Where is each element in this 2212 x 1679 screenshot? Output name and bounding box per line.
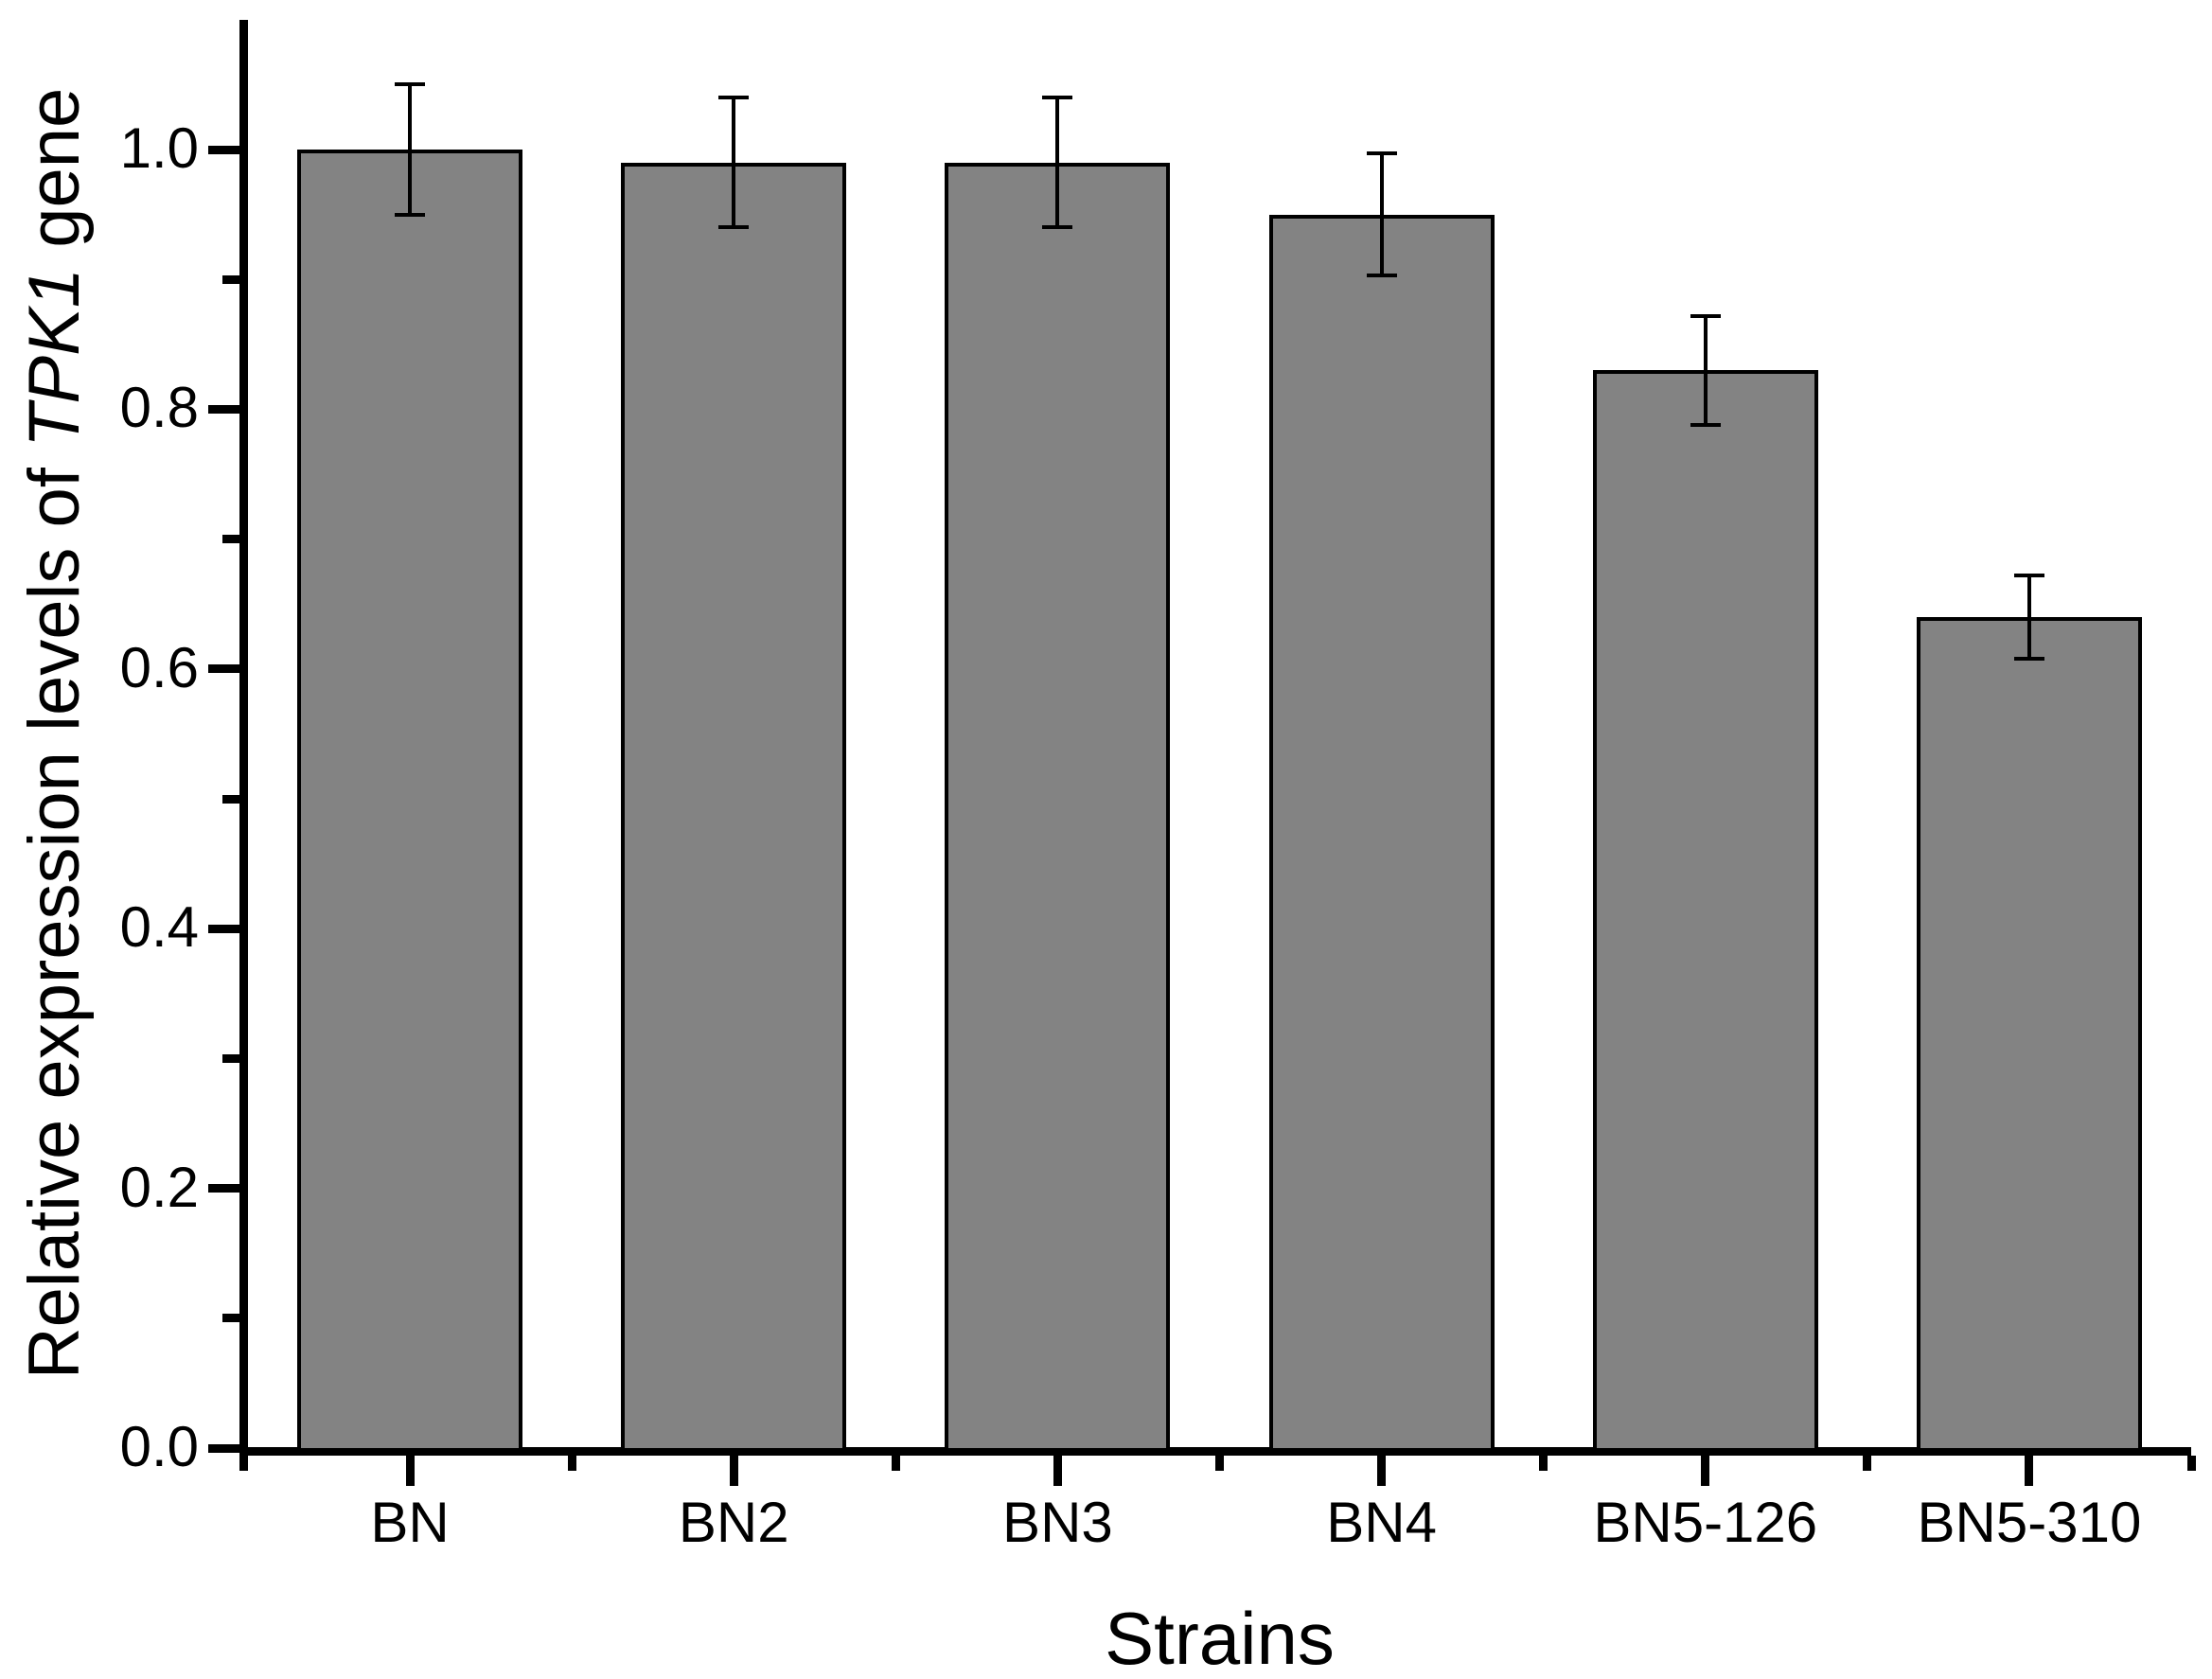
- y-major-tick: [208, 404, 239, 414]
- error-bar-top-cap-BN: [395, 82, 426, 87]
- y-tick-label: 0.8: [119, 376, 199, 440]
- y-minor-tick: [222, 274, 239, 284]
- bar-BN2: [621, 162, 847, 1452]
- y-tick-label: 0.4: [119, 895, 199, 960]
- error-bar-top-cap-BN3: [1042, 96, 1073, 100]
- y-minor-tick: [222, 1053, 239, 1063]
- bar-BN5-126: [1592, 370, 1818, 1452]
- x-tick-label-BN5-126: BN5-126: [1593, 1491, 1818, 1554]
- error-bar-line-BN5-310: [2026, 575, 2031, 659]
- bar-BN: [297, 150, 523, 1452]
- x-tick-label-BN5-310: BN5-310: [1917, 1491, 2142, 1554]
- y-tick-label: 0.0: [119, 1415, 199, 1478]
- error-bar-bottom-cap-BN4: [1366, 274, 1397, 278]
- x-major-tick: [1377, 1456, 1387, 1486]
- y-major-tick: [208, 924, 239, 933]
- y-axis-title: Relative expression levels of TPK1 gene: [14, 88, 95, 1380]
- error-bar-top-cap-BN2: [718, 96, 750, 100]
- bar-BN3: [945, 162, 1171, 1452]
- bar-BN4: [1268, 214, 1495, 1452]
- y-tick-label: 1.0: [119, 116, 199, 180]
- x-major-tick: [1701, 1456, 1710, 1486]
- y-major-tick: [208, 664, 239, 674]
- x-major-tick: [1053, 1456, 1062, 1486]
- x-tick-label-BN3: BN3: [1002, 1491, 1113, 1554]
- x-boundary-tick: [891, 1456, 900, 1471]
- error-bar-line-BN3: [1055, 97, 1060, 228]
- x-boundary-tick: [2186, 1456, 2196, 1471]
- x-boundary-tick: [567, 1456, 576, 1471]
- y-minor-tick: [222, 535, 239, 544]
- error-bar-bottom-cap-BN2: [718, 225, 750, 230]
- y-major-tick: [208, 1184, 239, 1193]
- x-major-tick: [2025, 1456, 2034, 1486]
- error-bar-line-BN5-126: [1703, 315, 1708, 425]
- x-major-tick: [729, 1456, 738, 1486]
- x-boundary-tick: [239, 1456, 248, 1471]
- x-axis-line: [239, 1447, 2191, 1456]
- error-bar-top-cap-BN5-310: [2013, 574, 2044, 578]
- x-boundary-tick: [1539, 1456, 1548, 1471]
- y-axis-title-gene-name: TPK1: [14, 268, 95, 449]
- error-bar-line-BN2: [732, 97, 736, 228]
- error-bar-top-cap-BN5-126: [1690, 313, 1721, 318]
- y-minor-tick: [222, 794, 239, 804]
- y-major-tick: [208, 145, 239, 154]
- error-bar-bottom-cap-BN3: [1042, 225, 1073, 230]
- y-major-tick: [208, 1443, 239, 1453]
- x-axis-title: Strains: [1105, 1597, 1335, 1679]
- y-tick-label: 0.2: [119, 1155, 199, 1219]
- error-bar-bottom-cap-BN5-310: [2013, 656, 2044, 661]
- y-minor-tick: [222, 1314, 239, 1323]
- x-boundary-tick: [1215, 1456, 1224, 1471]
- y-axis-title-suffix: gene: [14, 88, 95, 269]
- x-major-tick: [405, 1456, 415, 1486]
- x-tick-label-BN4: BN4: [1326, 1491, 1437, 1554]
- y-axis-line: [239, 19, 248, 1464]
- y-axis-title-prefix: Relative expression levels of: [14, 448, 95, 1380]
- error-bar-top-cap-BN4: [1366, 151, 1397, 156]
- error-bar-line-BN4: [1379, 153, 1384, 276]
- error-bar-bottom-cap-BN5-126: [1690, 422, 1721, 427]
- x-tick-label-BN: BN: [370, 1491, 450, 1554]
- error-bar-bottom-cap-BN: [395, 212, 426, 217]
- bar-BN5-310: [1916, 616, 2142, 1452]
- x-boundary-tick: [1863, 1456, 1872, 1471]
- x-tick-label-BN2: BN2: [678, 1491, 789, 1554]
- error-bar-line-BN: [408, 84, 413, 215]
- y-tick-label: 0.6: [119, 635, 199, 699]
